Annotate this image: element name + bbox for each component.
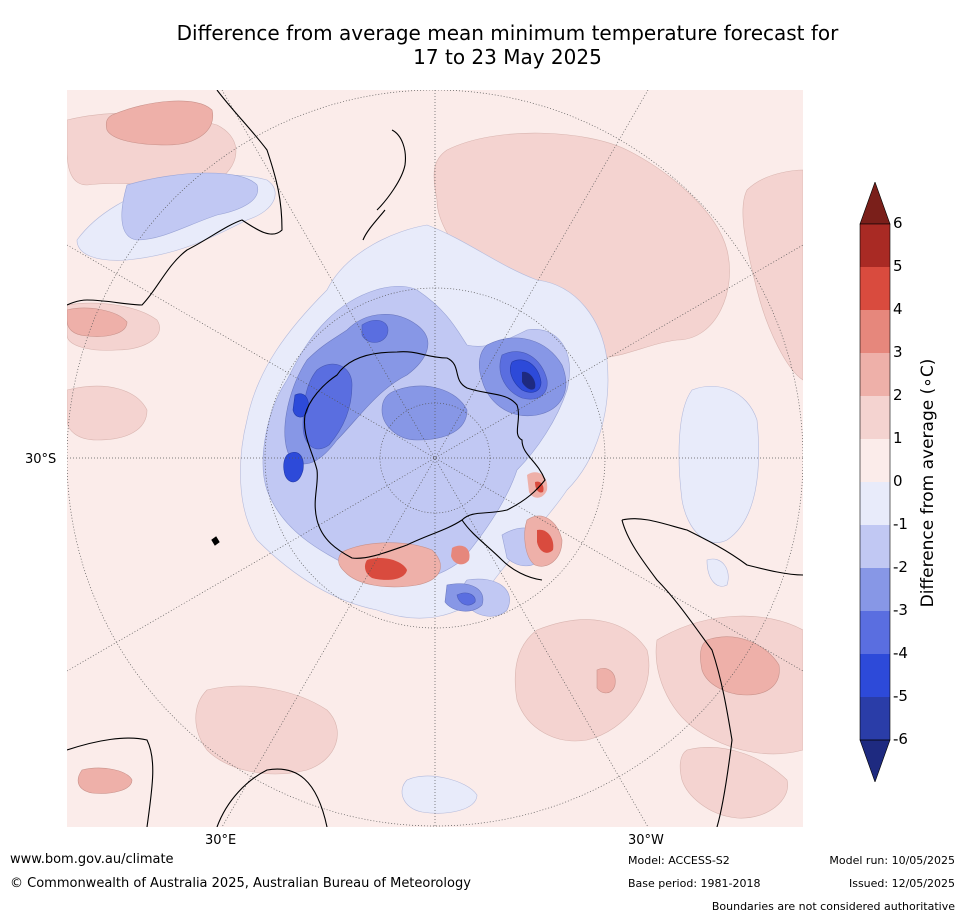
colorbar-tick-label: -5 bbox=[893, 687, 908, 705]
colorbar-tick-label: -2 bbox=[893, 558, 908, 576]
colorbar-tick-label: -1 bbox=[893, 515, 908, 533]
colorbar-frame bbox=[859, 223, 891, 741]
footer-copyright: © Commonwealth of Australia 2025, Austra… bbox=[10, 876, 471, 891]
colorbar-tick-label: -4 bbox=[893, 644, 908, 662]
colorbar-segment-m5_m4 bbox=[860, 654, 890, 697]
colorbar-segment-0_1 bbox=[860, 439, 890, 482]
colorbar-tick-label: 0 bbox=[893, 472, 903, 490]
colorbar-tick-label: 5 bbox=[893, 257, 903, 275]
footer-disclaimer: Boundaries are not considered authoritat… bbox=[711, 900, 955, 913]
colorbar-tick-label: -3 bbox=[893, 601, 908, 619]
colorbar-segment-1_2 bbox=[860, 396, 890, 439]
graticule bbox=[67, 90, 803, 827]
colorbar-tick-label: 6 bbox=[893, 214, 903, 232]
footer-base-period: Base period: 1981-2018 bbox=[628, 877, 761, 890]
colorbar-tick-label: 4 bbox=[893, 300, 903, 318]
chart-title-line1: Difference from average mean minimum tem… bbox=[176, 21, 839, 45]
colorbar-tick-label: 3 bbox=[893, 343, 903, 361]
footer-issued: Issued: 12/05/2025 bbox=[848, 877, 955, 890]
colorbar-tick-label: -6 bbox=[893, 730, 908, 748]
colorbar-segment-5_6 bbox=[860, 224, 890, 267]
colorbar-segment-m4_m3 bbox=[860, 611, 890, 654]
anomaly-positive-antarctic bbox=[338, 472, 563, 588]
colorbar bbox=[859, 181, 891, 786]
colorbar-segment-m2_m1 bbox=[860, 525, 890, 568]
colorbar-tick-label: 2 bbox=[893, 386, 903, 404]
colorbar-title: Difference from average (∘C) bbox=[918, 358, 938, 608]
lon-label-30e: 30°E bbox=[205, 833, 237, 848]
colorbar-tick-label: 1 bbox=[893, 429, 903, 447]
colorbar-extend-high bbox=[859, 181, 891, 225]
footer-website[interactable]: www.bom.gov.au/climate bbox=[10, 852, 174, 867]
colorbar-segment-m6_m5 bbox=[860, 697, 890, 740]
footer-model-run: Model run: 10/05/2025 bbox=[829, 854, 955, 867]
chart-title-line2: 17 to 23 May 2025 bbox=[413, 45, 602, 69]
lon-label-30w: 30°W bbox=[628, 833, 664, 848]
polar-map bbox=[67, 90, 803, 827]
colorbar-segment-2_3 bbox=[860, 353, 890, 396]
coastlines bbox=[67, 90, 803, 827]
colorbar-segment-m3_m2 bbox=[860, 568, 890, 611]
map-svg bbox=[67, 90, 803, 827]
colorbar-svg bbox=[859, 181, 891, 783]
colorbar-segment-4_5 bbox=[860, 267, 890, 310]
anomaly-below-m5-areas bbox=[522, 371, 536, 390]
colorbar-segment-m1_0 bbox=[860, 482, 890, 525]
lat-label-30s: 30°S bbox=[25, 452, 57, 467]
anomaly-2-3-areas bbox=[67, 100, 780, 794]
colorbar-extend-low bbox=[859, 739, 891, 783]
colorbar-segment-3_4 bbox=[860, 310, 890, 353]
footer-model: Model: ACCESS-S2 bbox=[628, 854, 730, 867]
